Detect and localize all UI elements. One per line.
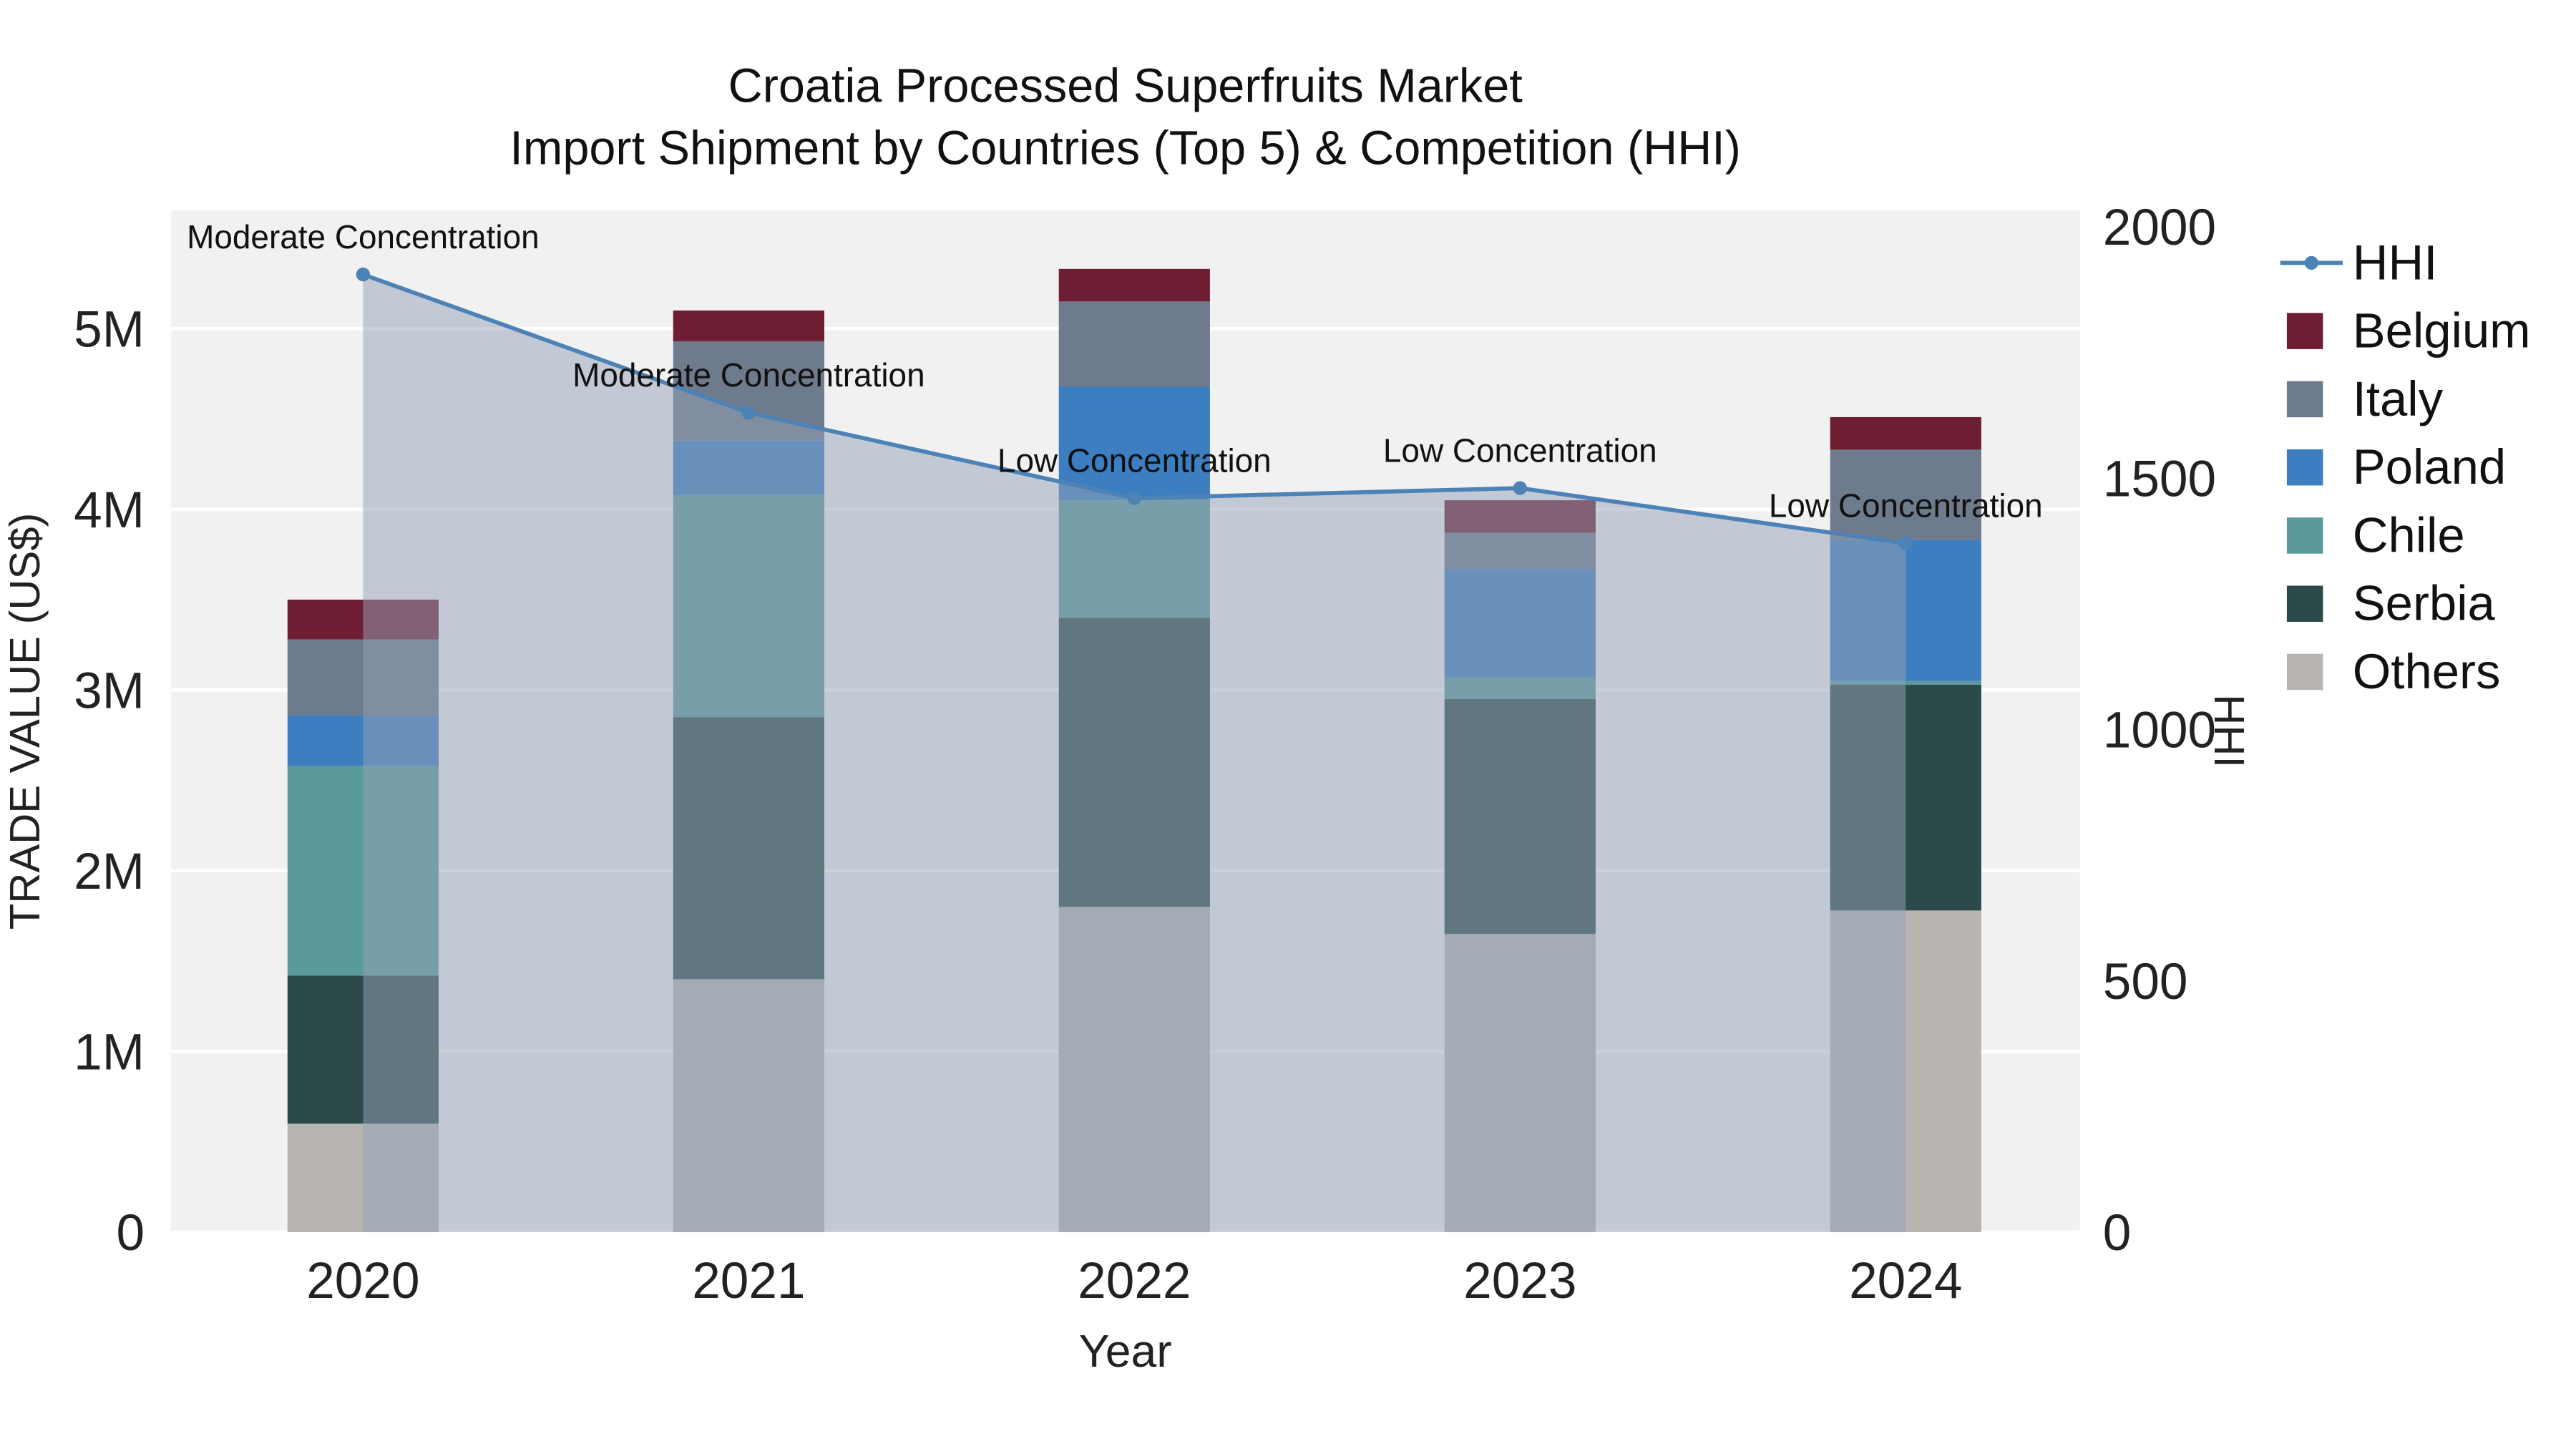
right-tick-label: 2000 bbox=[2103, 200, 2216, 256]
x-tick-label-2023: 2023 bbox=[1463, 1253, 1576, 1309]
legend-item-belgium[interactable]: Belgium bbox=[2286, 303, 2531, 358]
hhi-marker-2020 bbox=[356, 267, 371, 282]
legend-swatch bbox=[2286, 585, 2323, 623]
left-tick-label: 3M bbox=[74, 663, 145, 720]
annotations: Moderate Concentration Moderate Concentra… bbox=[187, 218, 2043, 525]
chart-title-line2: Import Shipment by Countries (Top 5) & C… bbox=[509, 122, 1741, 175]
annotation-2023: Low Concentration bbox=[1383, 431, 1657, 469]
hhi-area-fill bbox=[363, 274, 1906, 1232]
left-tick-label: 2M bbox=[74, 844, 145, 900]
legend-label: Poland bbox=[2353, 439, 2506, 494]
bar-segment-italy-2024 bbox=[1830, 449, 1981, 540]
legend-label: Belgium bbox=[2353, 303, 2531, 358]
bar-segment-italy-2022 bbox=[1058, 301, 1210, 386]
legend-label: Chile bbox=[2353, 507, 2465, 562]
right-tick-label: 500 bbox=[2103, 954, 2188, 1010]
left-tick-label: 0 bbox=[116, 1205, 145, 1262]
right-axis-title: HHI bbox=[2205, 694, 2253, 768]
legend-item-others[interactable]: Others bbox=[2286, 644, 2501, 699]
bar-segment-belgium-2024 bbox=[1830, 416, 1981, 450]
legend-swatch bbox=[2286, 517, 2323, 554]
hhi-marker-2022 bbox=[1127, 491, 1141, 505]
annotation-2021: Moderate Concentration bbox=[572, 356, 925, 394]
bar-segment-poland-2022 bbox=[1058, 386, 1210, 501]
x-axis-title: Year bbox=[1079, 1325, 1172, 1377]
left-axis-title: TRADE VALUE (US$) bbox=[1, 513, 49, 930]
legend-label: Serbia bbox=[2353, 576, 2496, 631]
legend-swatch bbox=[2286, 313, 2323, 349]
legend: HHI Belgium Italy Poland Chile Serbia Others bbox=[2280, 235, 2531, 699]
bar-segment-belgium-2021 bbox=[673, 310, 824, 341]
hhi-area-polygon bbox=[363, 274, 1906, 1232]
left-tick-label: 5M bbox=[74, 301, 145, 358]
right-tick-label: 0 bbox=[2103, 1205, 2132, 1262]
legend-item-hhi[interactable]: HHI bbox=[2280, 235, 2438, 290]
right-tick-label: 1500 bbox=[2103, 451, 2216, 507]
x-tick-label-2021: 2021 bbox=[692, 1253, 805, 1309]
left-tick-label: 4M bbox=[74, 482, 145, 539]
bar-segment-belgium-2022 bbox=[1058, 268, 1210, 302]
hhi-marker-2024 bbox=[1898, 536, 1913, 551]
legend-item-italy[interactable]: Italy bbox=[2286, 371, 2444, 426]
axis-tick-labels: 0 1M 2M 3M 4M 5M 0 500 1000 1500 2000 2020 2021 2022 2… bbox=[74, 200, 2216, 1309]
annotation-2024: Low Concentration bbox=[1769, 487, 2043, 525]
x-tick-label-2022: 2022 bbox=[1078, 1253, 1191, 1309]
legend-label: Italy bbox=[2353, 371, 2444, 426]
chart-title-line1: Croatia Processed Superfruits Market bbox=[728, 59, 1523, 112]
hhi-marker-2021 bbox=[741, 406, 756, 420]
left-tick-label: 1M bbox=[74, 1025, 145, 1081]
x-tick-label-2020: 2020 bbox=[306, 1253, 419, 1309]
annotation-2022: Low Concentration bbox=[997, 441, 1272, 479]
legend-swatch bbox=[2286, 653, 2323, 691]
legend-swatch bbox=[2286, 381, 2323, 418]
legend-item-chile[interactable]: Chile bbox=[2286, 507, 2465, 562]
hhi-line bbox=[356, 267, 1913, 551]
legend-item-serbia[interactable]: Serbia bbox=[2286, 576, 2496, 631]
legend-label: HHI bbox=[2353, 235, 2438, 290]
legend-line-marker bbox=[2304, 255, 2319, 270]
legend-label: Others bbox=[2353, 644, 2501, 699]
legend-item-poland[interactable]: Poland bbox=[2286, 439, 2506, 494]
legend-swatch bbox=[2286, 449, 2323, 486]
hhi-marker-2023 bbox=[1513, 481, 1527, 495]
annotation-2020: Moderate Concentration bbox=[187, 218, 540, 255]
right-tick-label: 1000 bbox=[2103, 703, 2216, 759]
x-tick-label-2024: 2024 bbox=[1849, 1253, 1962, 1309]
